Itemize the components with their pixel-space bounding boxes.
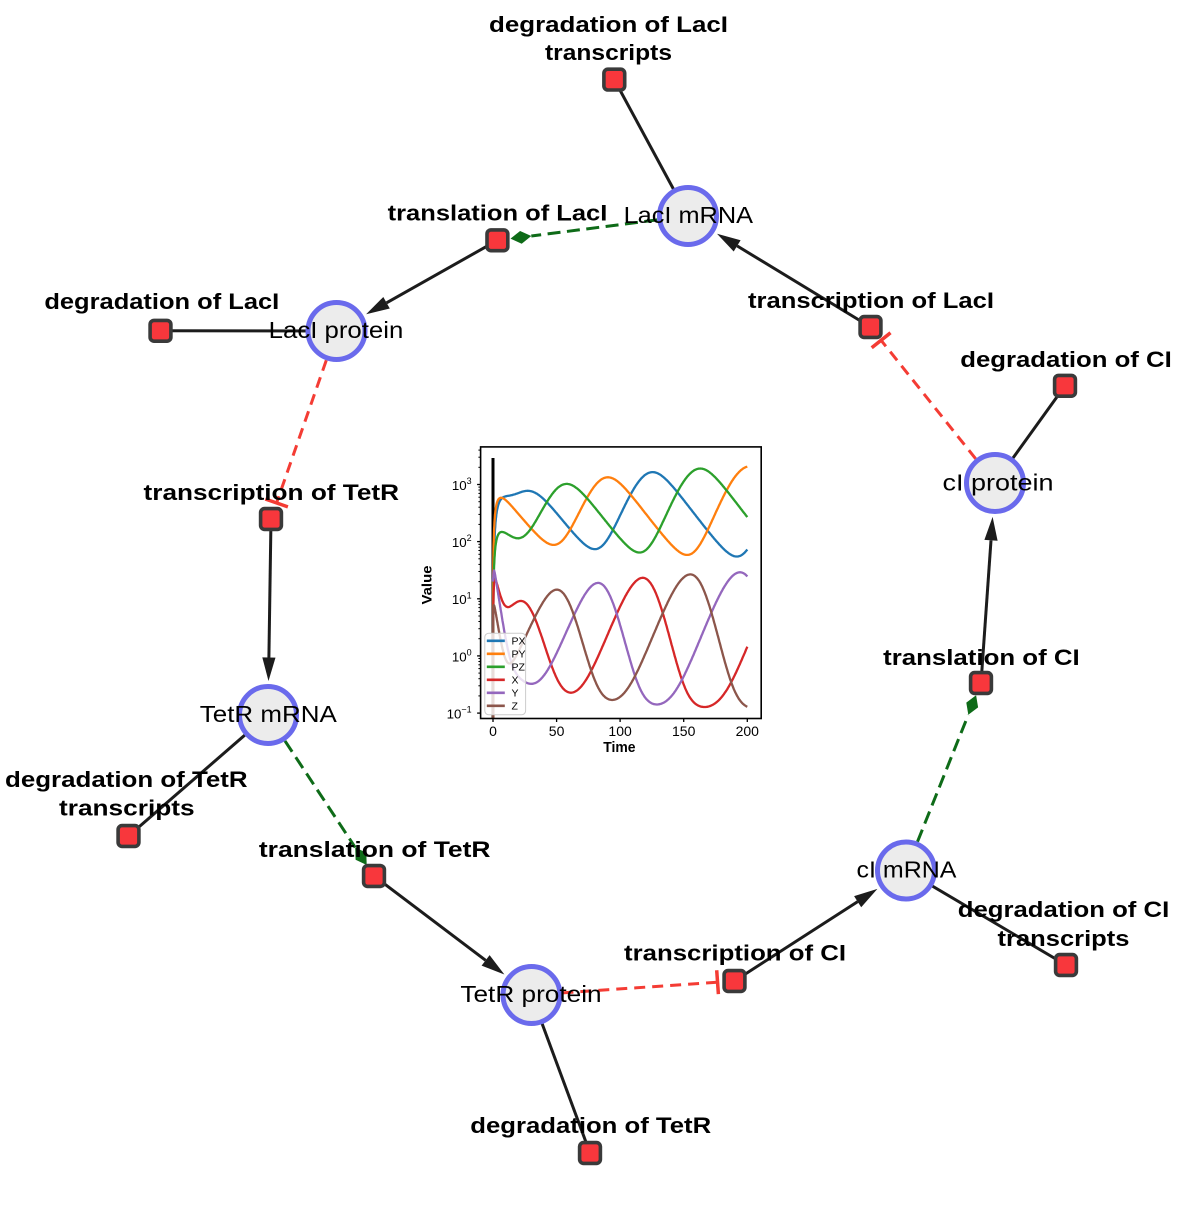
svg-text:translation of CI: translation of CI <box>883 645 1080 670</box>
svg-text:degradation of LacI: degradation of LacI <box>489 12 728 37</box>
svg-text:translation of TetR: translation of TetR <box>259 837 491 862</box>
svg-text:TetR mRNA: TetR mRNA <box>200 701 338 727</box>
svg-text:transcripts: transcripts <box>998 926 1130 951</box>
svg-text:cI protein: cI protein <box>943 469 1054 495</box>
svg-text:PY: PY <box>512 648 526 660</box>
svg-text:X: X <box>512 674 519 686</box>
svg-text:degradation of LacI: degradation of LacI <box>44 289 279 314</box>
svg-text:Time: Time <box>603 739 635 756</box>
svg-text:0: 0 <box>489 723 497 739</box>
svg-text:translation of LacI: translation of LacI <box>388 201 608 226</box>
svg-text:PX: PX <box>512 635 526 647</box>
svg-text:cI mRNA: cI mRNA <box>857 857 958 883</box>
svg-text:transcripts: transcripts <box>545 40 672 65</box>
svg-text:PZ: PZ <box>512 661 526 673</box>
svg-text:Y: Y <box>512 687 519 699</box>
svg-text:degradation of CI: degradation of CI <box>960 347 1172 372</box>
svg-text:200: 200 <box>736 723 760 739</box>
svg-text:TetR protein: TetR protein <box>460 981 601 1007</box>
svg-text:transcription of LacI: transcription of LacI <box>748 288 994 313</box>
svg-text:transcription of TetR: transcription of TetR <box>144 480 400 505</box>
svg-text:degradation of TetR: degradation of TetR <box>5 767 248 792</box>
svg-text:Z: Z <box>512 700 519 712</box>
svg-text:50: 50 <box>549 723 565 739</box>
svg-text:LacI protein: LacI protein <box>269 317 404 343</box>
svg-text:100: 100 <box>608 723 632 739</box>
svg-text:150: 150 <box>672 723 696 739</box>
svg-text:LacI mRNA: LacI mRNA <box>624 202 754 228</box>
svg-text:transcription of CI: transcription of CI <box>624 941 846 966</box>
svg-text:transcripts: transcripts <box>59 796 195 821</box>
svg-text:degradation of TetR: degradation of TetR <box>470 1113 711 1138</box>
svg-text:degradation of CI: degradation of CI <box>958 897 1170 922</box>
svg-text:Value: Value <box>420 565 435 605</box>
